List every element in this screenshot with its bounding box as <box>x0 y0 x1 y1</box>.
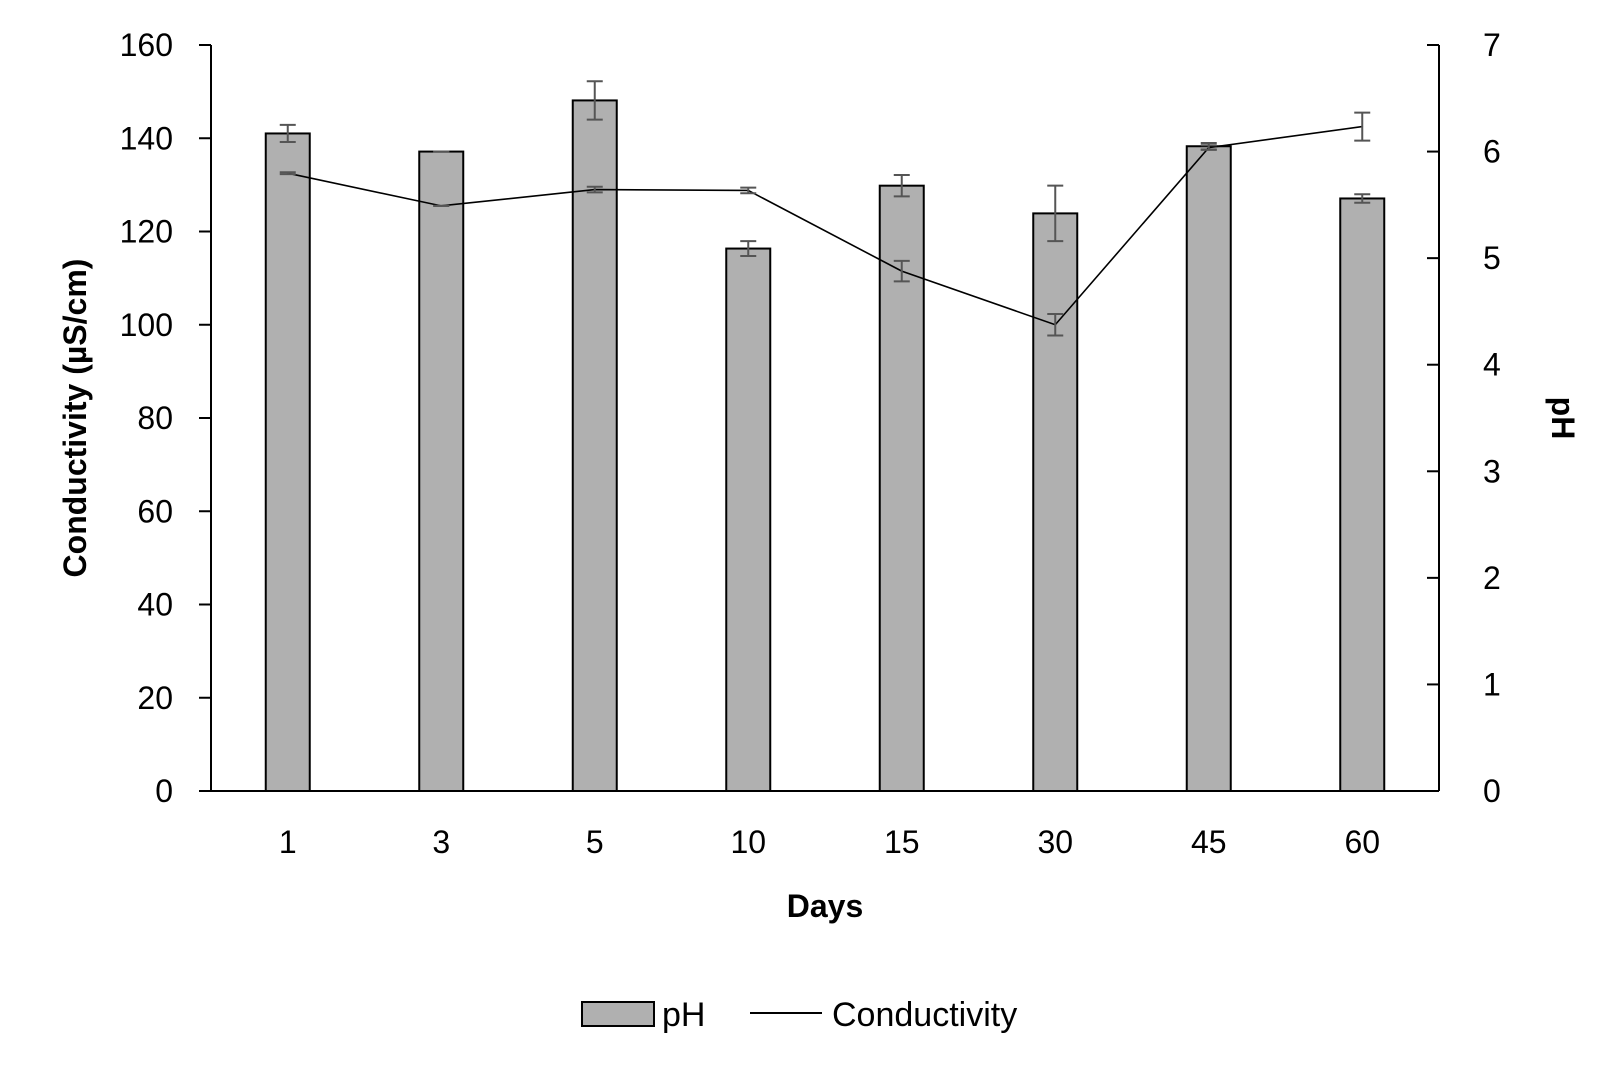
tick-label-x: 1 <box>279 824 297 860</box>
tick-label-x: 60 <box>1344 824 1380 860</box>
tick-label-right: 2 <box>1483 560 1501 596</box>
error-bar-conductivity-day-5 <box>586 185 603 194</box>
y-axis-left-title: Conductivity (µS/cm) <box>57 259 93 578</box>
tick-label-right: 4 <box>1483 347 1501 383</box>
error-bar-ph-day-5 <box>586 80 603 121</box>
bar-ph-day-1 <box>264 132 311 792</box>
y-axis-right-title: pH <box>1545 397 1581 440</box>
error-bar-ph-day-1 <box>279 123 296 143</box>
tick-label-left: 80 <box>137 400 173 436</box>
error-bar-ph-day-60 <box>1354 193 1371 204</box>
legend-swatch-ph <box>581 1001 655 1027</box>
tick-label-left: 120 <box>120 214 173 250</box>
bar-error-bars <box>279 80 1371 258</box>
line-layer <box>279 111 1371 337</box>
tick-label-left: 140 <box>120 120 173 156</box>
tick-label-right: 6 <box>1483 134 1501 170</box>
bar-ph-day-3 <box>418 150 465 793</box>
tick-label-x: 45 <box>1191 824 1227 860</box>
error-bar-conductivity-day-60 <box>1354 111 1371 142</box>
error-bar-conductivity-day-1 <box>279 171 296 176</box>
bar-ph-day-60 <box>1339 197 1386 793</box>
tick-label-x: 5 <box>586 824 604 860</box>
bar-ph-day-30 <box>1032 212 1079 792</box>
x-axis-title: Days <box>787 888 864 924</box>
bar-ph-day-45 <box>1185 145 1232 792</box>
line-conductivity <box>287 125 1363 326</box>
axes-layer <box>210 45 1440 792</box>
bar-ph-day-5 <box>571 99 618 793</box>
tick-label-left: 20 <box>137 680 173 716</box>
error-bar-conductivity-day-10 <box>740 186 757 195</box>
tick-label-x: 3 <box>432 824 450 860</box>
error-bar-ph-day-15 <box>893 174 910 198</box>
tick-label-x: 30 <box>1037 824 1073 860</box>
error-bar-conductivity-day-15 <box>893 259 910 283</box>
tick-label-x: 15 <box>884 824 920 860</box>
tick-label-right: 0 <box>1483 773 1501 809</box>
legend-label-ph: pH <box>662 996 705 1034</box>
tick-label-right: 7 <box>1483 27 1501 63</box>
error-bar-conductivity-day-30 <box>1047 313 1064 337</box>
tick-label-x: 10 <box>730 824 766 860</box>
legend-label-conductivity: Conductivity <box>832 996 1017 1034</box>
tick-label-right: 3 <box>1483 453 1501 489</box>
tick-label-left: 0 <box>155 773 173 809</box>
tick-label-left: 160 <box>120 27 173 63</box>
legend: pH Conductivity <box>581 996 1017 1034</box>
error-bar-ph-day-10 <box>740 240 757 258</box>
error-bar-conductivity-day-45 <box>1200 144 1217 151</box>
error-bar-ph-day-30 <box>1047 184 1064 243</box>
tick-label-right: 1 <box>1483 666 1501 702</box>
tick-label-right: 5 <box>1483 240 1501 276</box>
tick-label-left: 100 <box>120 307 173 343</box>
bar-ph-day-10 <box>725 247 772 792</box>
tick-label-left: 40 <box>137 587 173 623</box>
tick-label-left: 60 <box>137 493 173 529</box>
